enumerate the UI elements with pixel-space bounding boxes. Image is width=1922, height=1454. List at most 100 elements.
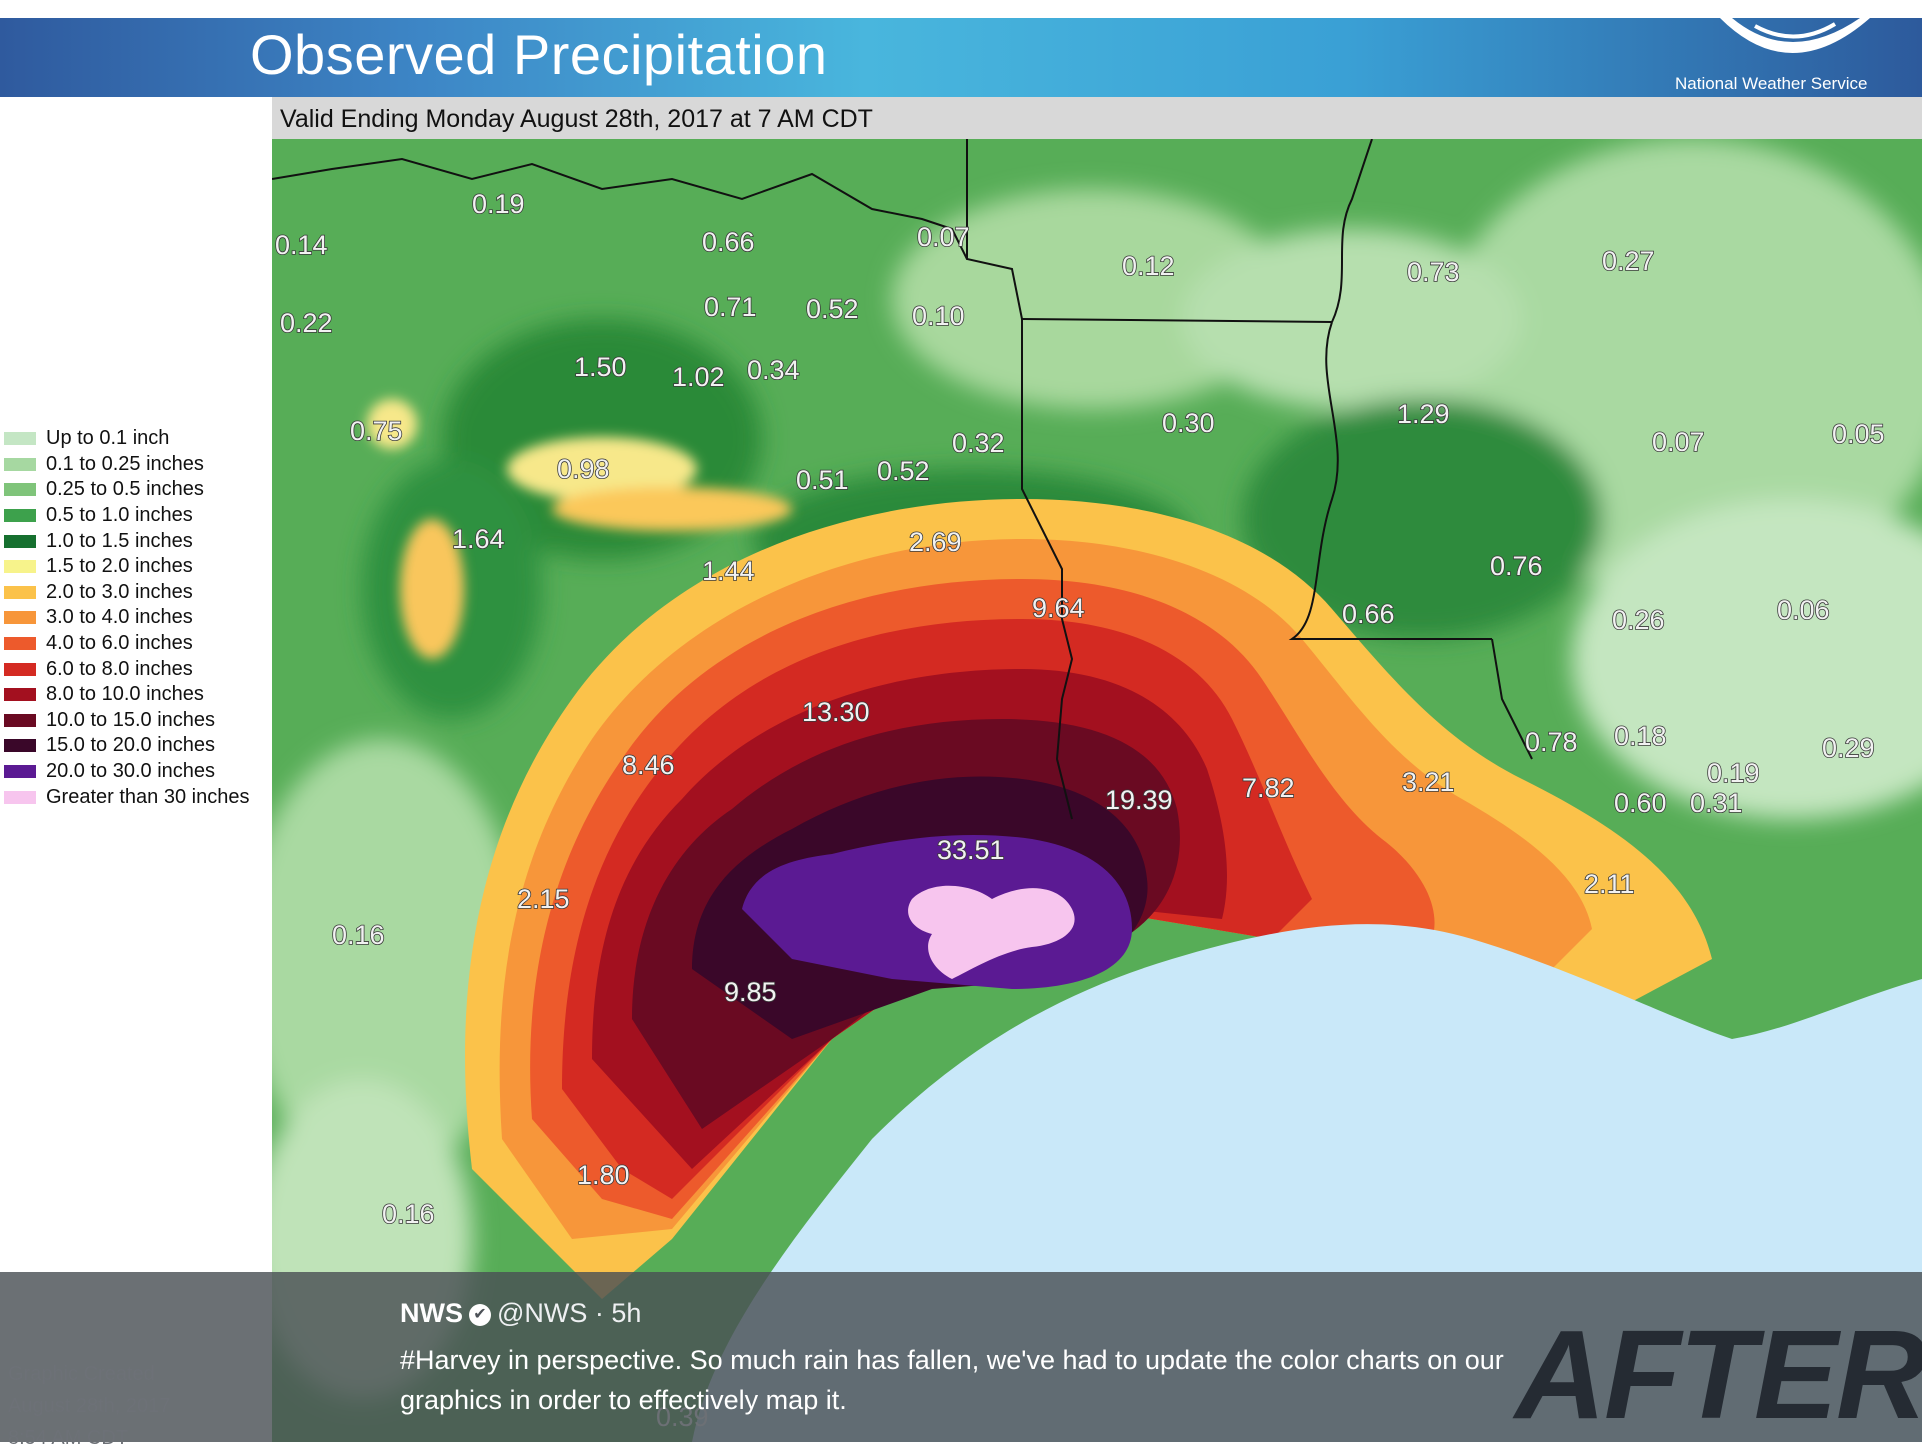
legend-item: 10.0 to 15.0 inches [4,708,249,734]
legend-item: 15.0 to 20.0 inches [4,733,249,759]
rain-core [465,499,1712,1299]
legend-label: 0.25 to 0.5 inches [46,478,204,501]
precip-value-label: 0.06 [1777,595,1830,625]
yellow-patches [367,399,792,659]
page-title: Observed Precipitation [250,23,828,86]
precipitation-map: 0.19 0.14 0.66 0.07 0.12 0.73 0.27 0.22 0.71 0.52… [272,139,1922,1442]
precip-value-label: 3.21 [1402,767,1455,797]
precip-value-label: 1.64 [452,524,505,554]
legend-swatch [4,713,36,727]
graphic-created-note: Graphic Created August 28th, 2017 8:54 A… [8,1358,170,1454]
legend-swatch [4,611,36,625]
legend-item: Up to 0.1 inch [4,426,249,452]
precip-value-label: 0.71 [704,292,757,322]
precip-value-label: 0.12 [1122,251,1175,281]
legend-label: 10.0 to 15.0 inches [46,708,216,731]
precip-value-label: 0.27 [1602,246,1655,276]
legend-swatch [4,432,36,446]
nws-logo-icon [1720,18,1870,53]
legend-swatch [4,457,36,471]
legend-label: 1.5 to 2.0 inches [46,555,193,578]
legend-item: 8.0 to 10.0 inches [4,682,249,708]
precip-value-label: 13.30 [802,697,870,727]
legend-swatch [4,483,36,497]
agency-label: National Weather Service [1675,74,1868,93]
legend-label: 4.0 to 6.0 inches [46,632,193,655]
legend-label: Up to 0.1 inch [46,427,170,450]
precip-value-label: 0.52 [806,294,859,324]
graphic-created-line: 8:54 AM CDT [8,1427,129,1449]
graphic-created-line: Graphic Created [8,1363,155,1385]
legend-item: 0.1 to 0.25 inches [4,452,249,478]
after-badge: AFTER [1515,1304,1922,1445]
tweet-header: NWS ✔ @NWS · 5h [400,1298,641,1329]
legend-label: 3.0 to 4.0 inches [46,606,193,629]
precip-value-label: 19.39 [1105,785,1173,815]
valid-time-label: Valid Ending Monday August 28th, 2017 at… [280,105,873,133]
precip-value-label: 0.60 [1614,788,1667,818]
precip-value-label: 0.19 [1707,758,1760,788]
precip-value-label: 0.05 [1832,419,1885,449]
precip-value-label: 0.22 [280,308,333,338]
precip-value-label: 0.32 [952,428,1005,458]
legend-item: 2.0 to 3.0 inches [4,580,249,606]
legend-item: 1.5 to 2.0 inches [4,554,249,580]
legend-label: 8.0 to 10.0 inches [46,683,204,706]
tweet-text: #Harvey in perspective. So much rain has… [400,1345,1504,1415]
precip-value-label: 1.50 [574,352,627,382]
precip-value-label: 9.85 [724,977,777,1007]
legend-label: 15.0 to 20.0 inches [46,734,216,757]
precip-value-label: 0.34 [747,355,800,385]
precip-value-label: 0.10 [912,301,965,331]
legend-item: Greater than 30 inches [4,784,249,810]
precip-value-label: 33.51 [937,835,1005,865]
tweet-author-name[interactable]: NWS [400,1298,463,1328]
legend-label: 0.1 to 0.25 inches [46,452,204,475]
title-banner: Observed Precipitation National Weather … [0,18,1922,97]
precip-value-label: 0.66 [702,227,755,257]
precip-value-label: 9.64 [1032,593,1085,623]
legend-label: 1.0 to 1.5 inches [46,529,193,552]
precip-value-label: 0.78 [1525,727,1578,757]
precip-value-label: 0.07 [917,222,970,252]
legend: Up to 0.1 inch 0.1 to 0.25 inches 0.25 to … [4,426,249,810]
precip-value-label: 1.29 [1397,399,1450,429]
precip-value-label: 0.76 [1490,551,1543,581]
legend-swatch [4,637,36,651]
legend-item: 0.25 to 0.5 inches [4,477,249,503]
precip-value-label: 0.98 [557,454,610,484]
precip-value-label: 2.11 [1584,869,1635,899]
precip-value-label: 1.80 [577,1160,630,1190]
precip-value-label: 7.82 [1242,773,1295,803]
map-value-under-overlay: 0.39 [656,1402,709,1432]
precip-value-label: 2.15 [517,884,570,914]
verified-badge-icon: ✔ [469,1303,491,1326]
precip-value-label: 0.14 [275,230,328,260]
precip-value-label: 0.66 [1342,599,1395,629]
legend-label: 20.0 to 30.0 inches [46,760,216,783]
legend-label: 0.5 to 1.0 inches [46,504,193,527]
legend-swatch [4,534,36,548]
legend-item: 4.0 to 6.0 inches [4,631,249,657]
legend-item: 20.0 to 30.0 inches [4,759,249,785]
precip-value-label: 1.02 [672,362,725,392]
state-borders [272,139,1533,820]
precip-value-label: 2.69 [909,527,962,557]
precip-value-label: 0.29 [1822,733,1875,763]
legend-swatch [4,688,36,702]
precip-value-label: 0.75 [350,416,403,446]
legend-item: 3.0 to 4.0 inches [4,605,249,631]
precip-value-label: 0.73 [1407,257,1460,287]
precip-value-label: 1.44 [702,556,755,586]
legend-swatch [4,662,36,676]
legend-swatch [4,585,36,599]
tweet-handle[interactable]: @NWS · 5h [497,1298,642,1328]
valid-bar: Valid Ending Monday August 28th, 2017 at… [272,97,1922,139]
tweet-overlay: Graphic Created August 28th, 2017 8:54 A… [0,1272,1922,1449]
precip-value-label: 0.52 [877,456,930,486]
legend-label: 6.0 to 8.0 inches [46,657,193,680]
legend-item: 0.5 to 1.0 inches [4,503,249,529]
precip-value-label: 0.07 [1652,427,1705,457]
legend-swatch [4,739,36,753]
precip-value-label: 0.51 [796,465,849,495]
